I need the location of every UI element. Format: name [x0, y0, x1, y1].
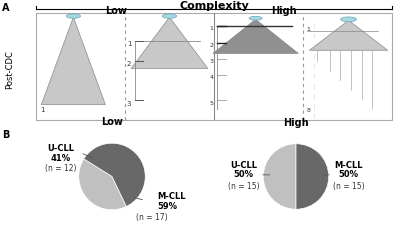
Title: High: High [283, 117, 309, 127]
Circle shape [341, 18, 356, 23]
Text: 3: 3 [210, 59, 214, 64]
Text: 50%: 50% [338, 170, 358, 179]
Text: 2: 2 [210, 43, 214, 48]
Text: A: A [2, 3, 10, 13]
Wedge shape [79, 159, 126, 210]
Polygon shape [131, 18, 208, 69]
Text: M-CLL: M-CLL [334, 160, 363, 169]
Text: 41%: 41% [50, 153, 70, 162]
Text: 8: 8 [306, 108, 310, 113]
Text: M-CLL: M-CLL [157, 191, 185, 200]
Text: 3: 3 [127, 100, 131, 106]
Text: U-CLL: U-CLL [47, 143, 74, 152]
Text: 1: 1 [127, 41, 131, 47]
Text: Post-CDC: Post-CDC [6, 50, 14, 89]
Text: (n = 15): (n = 15) [228, 181, 260, 190]
Polygon shape [213, 20, 298, 54]
Text: 5: 5 [210, 100, 214, 105]
Wedge shape [84, 144, 145, 207]
Text: Low: Low [105, 6, 127, 16]
Wedge shape [263, 144, 296, 209]
Circle shape [249, 17, 262, 21]
Text: 1: 1 [306, 27, 310, 32]
Text: (n = 12): (n = 12) [45, 164, 76, 173]
Polygon shape [41, 18, 106, 105]
Text: 59%: 59% [157, 201, 177, 210]
Title: Low: Low [101, 116, 123, 126]
Text: 4: 4 [210, 75, 214, 80]
Polygon shape [310, 21, 388, 51]
Circle shape [66, 15, 80, 19]
Text: 1: 1 [210, 26, 214, 31]
Text: Complexity: Complexity [179, 1, 249, 11]
Text: B: B [2, 129, 9, 139]
Text: (n = 15): (n = 15) [332, 181, 364, 190]
Text: 50%: 50% [234, 170, 254, 179]
Text: U-CLL: U-CLL [230, 160, 257, 169]
Text: High: High [271, 6, 297, 16]
FancyBboxPatch shape [36, 14, 392, 120]
Text: 2: 2 [127, 61, 131, 67]
Wedge shape [296, 144, 329, 209]
Text: (n = 17): (n = 17) [136, 212, 168, 221]
Circle shape [162, 15, 177, 19]
Text: 1: 1 [40, 107, 45, 113]
